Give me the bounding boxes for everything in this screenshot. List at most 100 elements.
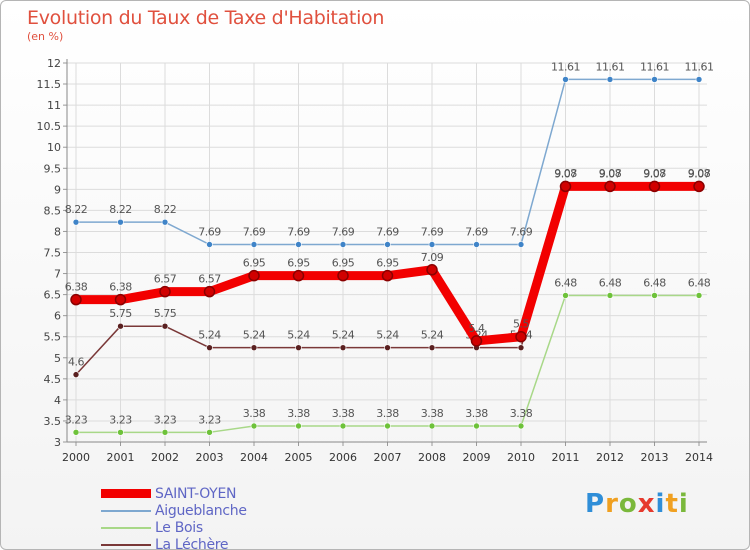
data-point-le-bois (473, 422, 480, 430)
x-tick-label: 2006 (329, 451, 357, 464)
data-label-le-bois: 3.38 (421, 407, 444, 420)
data-point-le-bois (695, 292, 703, 299)
data-point-saint-oyen (203, 285, 216, 298)
data-label-la-lechere: 5.24 (198, 329, 221, 342)
data-label-la-lechere: 5.24 (332, 329, 355, 342)
data-label-saint-oyen: 9.07 (599, 167, 622, 180)
legend-item: Le Bois (101, 519, 247, 536)
data-point-saint-oyen (693, 180, 705, 193)
y-tick-label: 5.5 (44, 331, 62, 344)
data-point-la-lechere (339, 344, 347, 351)
y-tick-label: 7.5 (44, 247, 62, 260)
x-tick-label: 2002 (151, 451, 179, 464)
data-label-saint-oyen: 9.07 (643, 167, 666, 180)
data-point-saint-oyen (470, 335, 483, 347)
legend-label: La Léchère (155, 536, 229, 550)
data-point-aigueblanche (651, 76, 658, 83)
y-tick-label: 7 (54, 268, 61, 281)
data-label-le-bois: 3.38 (376, 407, 399, 420)
y-tick-label: 4.5 (44, 373, 62, 386)
data-point-la-lechere (206, 344, 213, 351)
y-tick-label: 11.5 (37, 78, 62, 91)
data-point-aigueblanche (606, 76, 614, 83)
data-label-aigueblanche: 11.61 (640, 60, 669, 73)
proxiti-logo: Proxiti (585, 489, 689, 519)
data-point-saint-oyen (604, 180, 616, 193)
data-point-saint-oyen (515, 330, 527, 343)
logo-letter: i (678, 489, 689, 519)
data-point-saint-oyen (337, 269, 349, 282)
data-label-saint-oyen: 6.38 (65, 281, 88, 294)
logo-letter: P (585, 489, 606, 519)
data-label-la-lechere: 5.24 (376, 329, 399, 342)
data-point-saint-oyen (70, 293, 82, 306)
data-label-le-bois: 3.38 (510, 407, 533, 420)
data-label-saint-oyen: 6.95 (287, 257, 310, 270)
y-tick-label: 3 (54, 436, 61, 449)
data-label-saint-oyen: 6.57 (154, 273, 177, 286)
x-tick-label: 2009 (463, 451, 491, 464)
data-point-le-bois (428, 422, 436, 430)
legend-swatch (101, 489, 151, 498)
data-label-saint-oyen: 9.07 (554, 167, 577, 180)
data-label-le-bois: 3.23 (109, 413, 132, 426)
chart-legend: SAINT-OYEN Aigueblanche Le Bois La Léchère (101, 485, 247, 550)
x-tick-label: 2001 (107, 451, 135, 464)
data-label-le-bois: 3.38 (465, 407, 488, 420)
data-label-le-bois: 3.23 (154, 413, 177, 426)
data-label-la-lechere: 5.24 (287, 329, 310, 342)
x-tick-label: 2004 (240, 451, 268, 464)
data-point-le-bois (562, 292, 569, 299)
data-point-aigueblanche (295, 241, 302, 248)
legend-label: Le Bois (155, 519, 203, 536)
data-point-aigueblanche (517, 241, 525, 248)
y-tick-label: 3.5 (44, 415, 62, 428)
data-point-aigueblanche (695, 76, 703, 83)
x-tick-label: 2003 (196, 451, 224, 464)
data-point-la-lechere (161, 322, 169, 330)
data-point-aigueblanche (72, 218, 80, 226)
data-label-la-lechere: 5.24 (243, 329, 266, 342)
y-tick-label: 8 (54, 225, 61, 238)
x-tick-label: 2000 (62, 451, 90, 464)
logo-letter: o (618, 489, 638, 519)
data-label-la-lechere: 5.75 (109, 307, 132, 320)
data-label-aigueblanche: 11.61 (685, 60, 714, 73)
data-label-le-bois: 3.38 (332, 407, 355, 420)
data-point-aigueblanche (206, 241, 213, 248)
data-label-saint-oyen: 5.5 (513, 318, 529, 331)
data-label-le-bois: 6.48 (688, 276, 711, 289)
data-point-le-bois (250, 422, 258, 430)
data-point-saint-oyen (114, 293, 127, 306)
data-label-aigueblanche: 11.61 (551, 60, 580, 73)
data-point-saint-oyen (426, 264, 438, 276)
data-label-aigueblanche: 7.69 (465, 225, 488, 238)
data-point-la-lechere (517, 344, 525, 351)
data-point-le-bois (161, 429, 169, 436)
logo-letter: r (605, 489, 619, 519)
y-tick-label: 6 (54, 310, 61, 323)
x-tick-label: 2011 (552, 451, 580, 464)
y-tick-label: 5 (54, 352, 61, 365)
data-label-le-bois: 6.48 (643, 276, 666, 289)
data-label-aigueblanche: 8.22 (109, 203, 132, 216)
legend-swatch (101, 543, 151, 546)
data-point-saint-oyen (381, 269, 394, 282)
data-label-saint-oyen: 7.09 (421, 251, 444, 264)
data-label-aigueblanche: 7.69 (198, 225, 221, 238)
chart-title: Evolution du Taux de Taxe d'Habitation (27, 7, 385, 29)
data-point-le-bois (517, 422, 525, 430)
data-point-aigueblanche (428, 241, 436, 248)
data-point-le-bois (295, 422, 302, 430)
logo-letter: x (637, 489, 656, 519)
data-label-aigueblanche: 7.69 (287, 225, 310, 238)
data-point-le-bois (117, 429, 124, 436)
y-tick-label: 8.5 (44, 204, 62, 217)
y-tick-label: 6.5 (44, 289, 62, 302)
x-tick-label: 2008 (418, 451, 446, 464)
data-point-la-lechere (250, 344, 258, 351)
data-point-aigueblanche (562, 76, 569, 83)
y-tick-label: 9.5 (44, 162, 62, 175)
data-label-la-lechere: 4.6 (68, 356, 84, 369)
